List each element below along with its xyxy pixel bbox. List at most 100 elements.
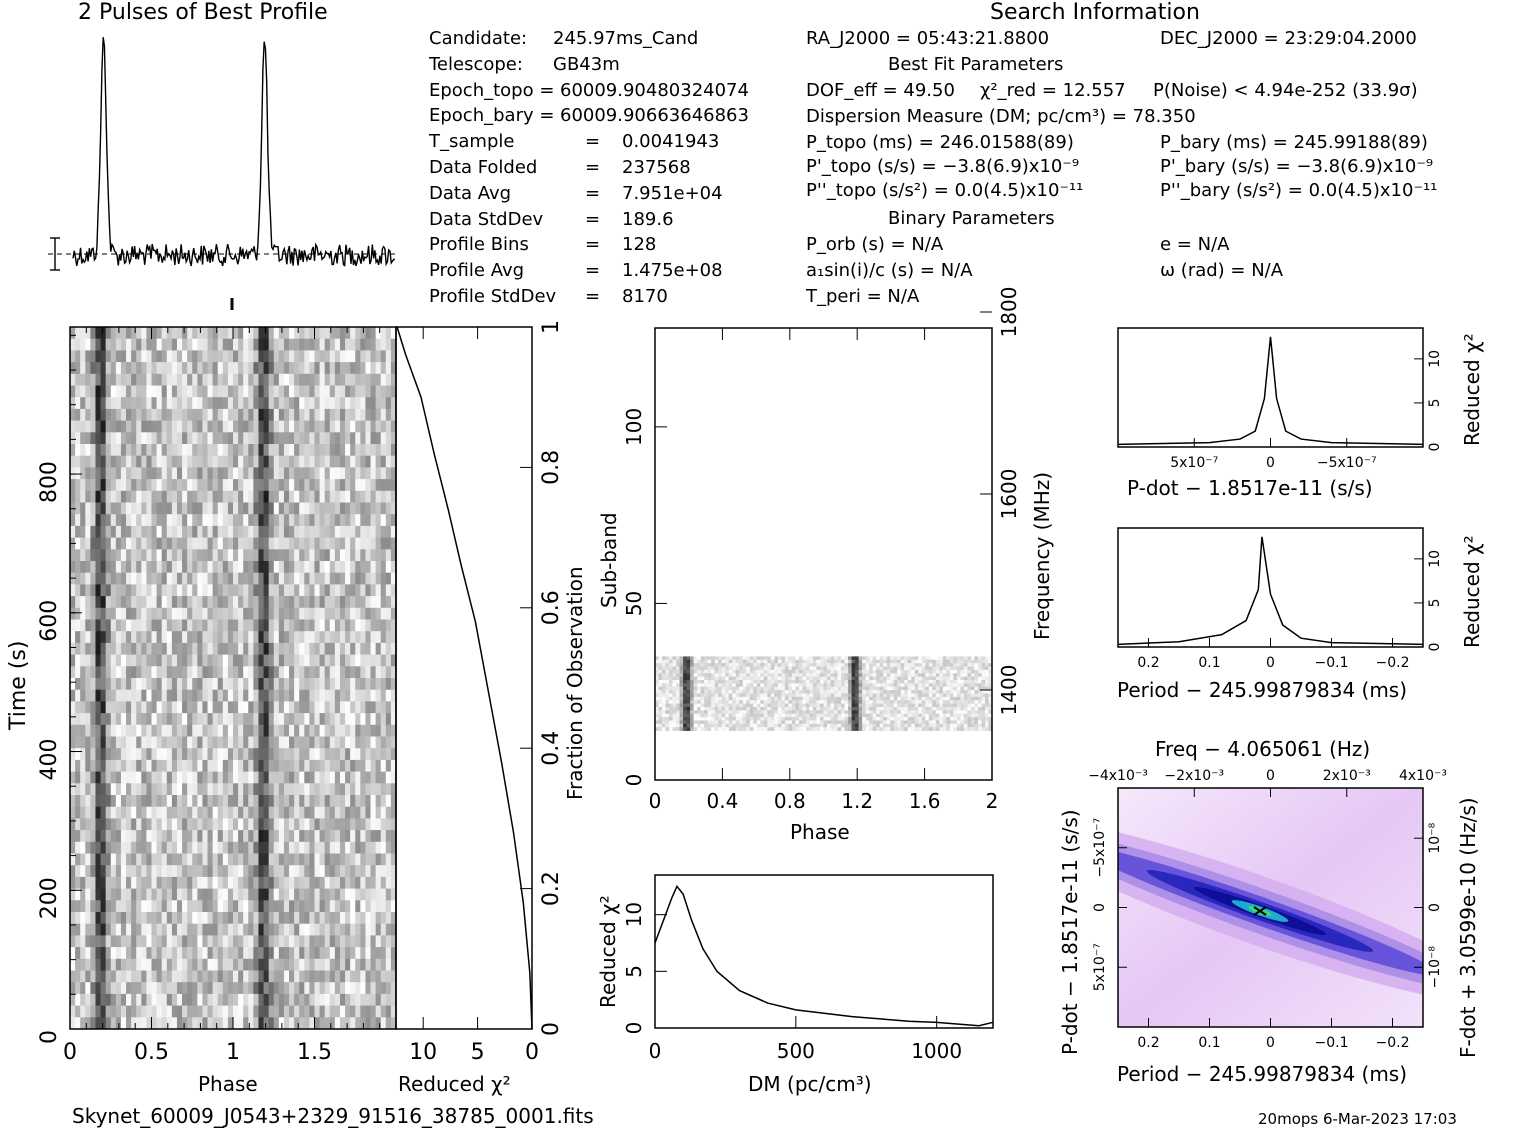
heatmap-cell (227, 900, 234, 913)
heatmap-cell (253, 771, 259, 784)
heatmap-cell (217, 759, 224, 772)
subband-cell (665, 676, 670, 681)
subband-cell (830, 683, 835, 688)
heatmap-cell (75, 993, 81, 1006)
subband-cell (711, 673, 716, 678)
heatmap-cell (278, 455, 285, 468)
heatmap-cell (390, 935, 397, 948)
subband-cell (735, 680, 740, 684)
heatmap-cell (385, 970, 392, 983)
heatmap-cell (80, 724, 86, 737)
heatmap-cell (268, 385, 275, 398)
heatmap-cell (80, 631, 86, 644)
heatmap-cell (126, 935, 132, 948)
subband-cell (984, 659, 989, 664)
heatmap-cell (227, 958, 234, 971)
heatmap-cell (182, 444, 188, 457)
heatmap-cell (283, 830, 290, 843)
subband-cell (784, 666, 789, 671)
heatmap-cell (75, 537, 81, 550)
heatmap-cell (299, 865, 305, 878)
heatmap-cell (187, 689, 193, 702)
dm-text: Dispersion Measure (DM; pc/cm³) = 78.350 (806, 106, 1196, 127)
subband-cell (711, 690, 716, 694)
heatmap-cell (263, 853, 270, 866)
heatmap-cell (182, 514, 188, 527)
heatmap-cell (126, 736, 132, 749)
heatmap-cell (345, 713, 351, 726)
subband-cell (756, 676, 761, 681)
heatmap-cell (263, 420, 270, 433)
heatmap-cell (283, 947, 290, 960)
heatmap-cell (75, 502, 81, 515)
heatmap-cell (202, 444, 208, 457)
heatmap-cell (355, 759, 361, 772)
heatmap-cell (90, 947, 96, 960)
heatmap-cell (207, 561, 214, 574)
heatmap-cell (385, 701, 392, 714)
heatmap-cell (70, 853, 76, 866)
subband-cell (960, 666, 965, 671)
heatmap-cell (304, 479, 310, 492)
subband-cell (876, 663, 881, 667)
heatmap-cell (350, 1005, 356, 1018)
heatmap-cell (75, 678, 81, 691)
heatmap-cell (192, 327, 198, 340)
subband-cell (928, 676, 933, 681)
heatmap-cell (365, 642, 371, 655)
heatmap-cell (375, 444, 382, 457)
heatmap-cell (314, 923, 320, 936)
heatmap-cell (324, 596, 331, 609)
heatmap-cell (248, 549, 254, 562)
heatmap-cell (75, 596, 81, 609)
heatmap-cell (207, 900, 214, 913)
heatmap-cell (360, 350, 366, 363)
heatmap-cell (182, 853, 188, 866)
heatmap-cell (212, 408, 219, 421)
heatmap-cell (273, 993, 280, 1006)
subband-cell (676, 666, 680, 671)
heatmap-cell (350, 596, 356, 609)
subband-cell (683, 656, 687, 661)
heatmap-cell (278, 982, 285, 995)
heatmap-cell (171, 841, 178, 854)
subband-cell (827, 676, 831, 681)
heatmap-cell (161, 912, 168, 925)
heatmap-cell (161, 1017, 168, 1030)
subband-cell (865, 659, 870, 664)
heatmap-cell (151, 713, 157, 726)
heatmap-cell (126, 830, 132, 843)
subband-cell (665, 666, 670, 671)
heatmap-cell (360, 912, 366, 925)
heatmap-cell (243, 759, 249, 772)
subband-cell (711, 663, 716, 667)
heatmap-cell (212, 584, 219, 597)
heatmap-cell (192, 631, 198, 644)
heatmap-cell (258, 467, 264, 480)
heatmap-cell (258, 420, 264, 433)
heatmap-cell (222, 642, 229, 655)
profile-line (72, 37, 396, 267)
subband-cell (732, 690, 737, 694)
heatmap-cell (151, 642, 157, 655)
heatmap-cell (243, 397, 249, 410)
heatmap-cell (126, 713, 132, 726)
heatmap-cell (156, 818, 163, 831)
heatmap-cell (207, 338, 214, 351)
subband-cell (956, 680, 961, 684)
heatmap-cell (136, 947, 142, 960)
heatmap-cell (207, 771, 214, 784)
heatmap-cell (360, 385, 366, 398)
heatmap-cell (85, 923, 91, 936)
subband-cell (672, 676, 677, 681)
heatmap-cell (385, 841, 392, 854)
heatmap-cell (268, 993, 275, 1006)
subband-cell (890, 673, 895, 678)
heatmap-cell (131, 1017, 137, 1030)
search-title: Search Information (990, 0, 1200, 25)
heatmap-cell (166, 759, 173, 772)
heatmap-cell (380, 935, 387, 948)
heatmap-cell (161, 736, 168, 749)
heatmap-cell (95, 947, 101, 960)
heatmap-cell (243, 561, 249, 574)
